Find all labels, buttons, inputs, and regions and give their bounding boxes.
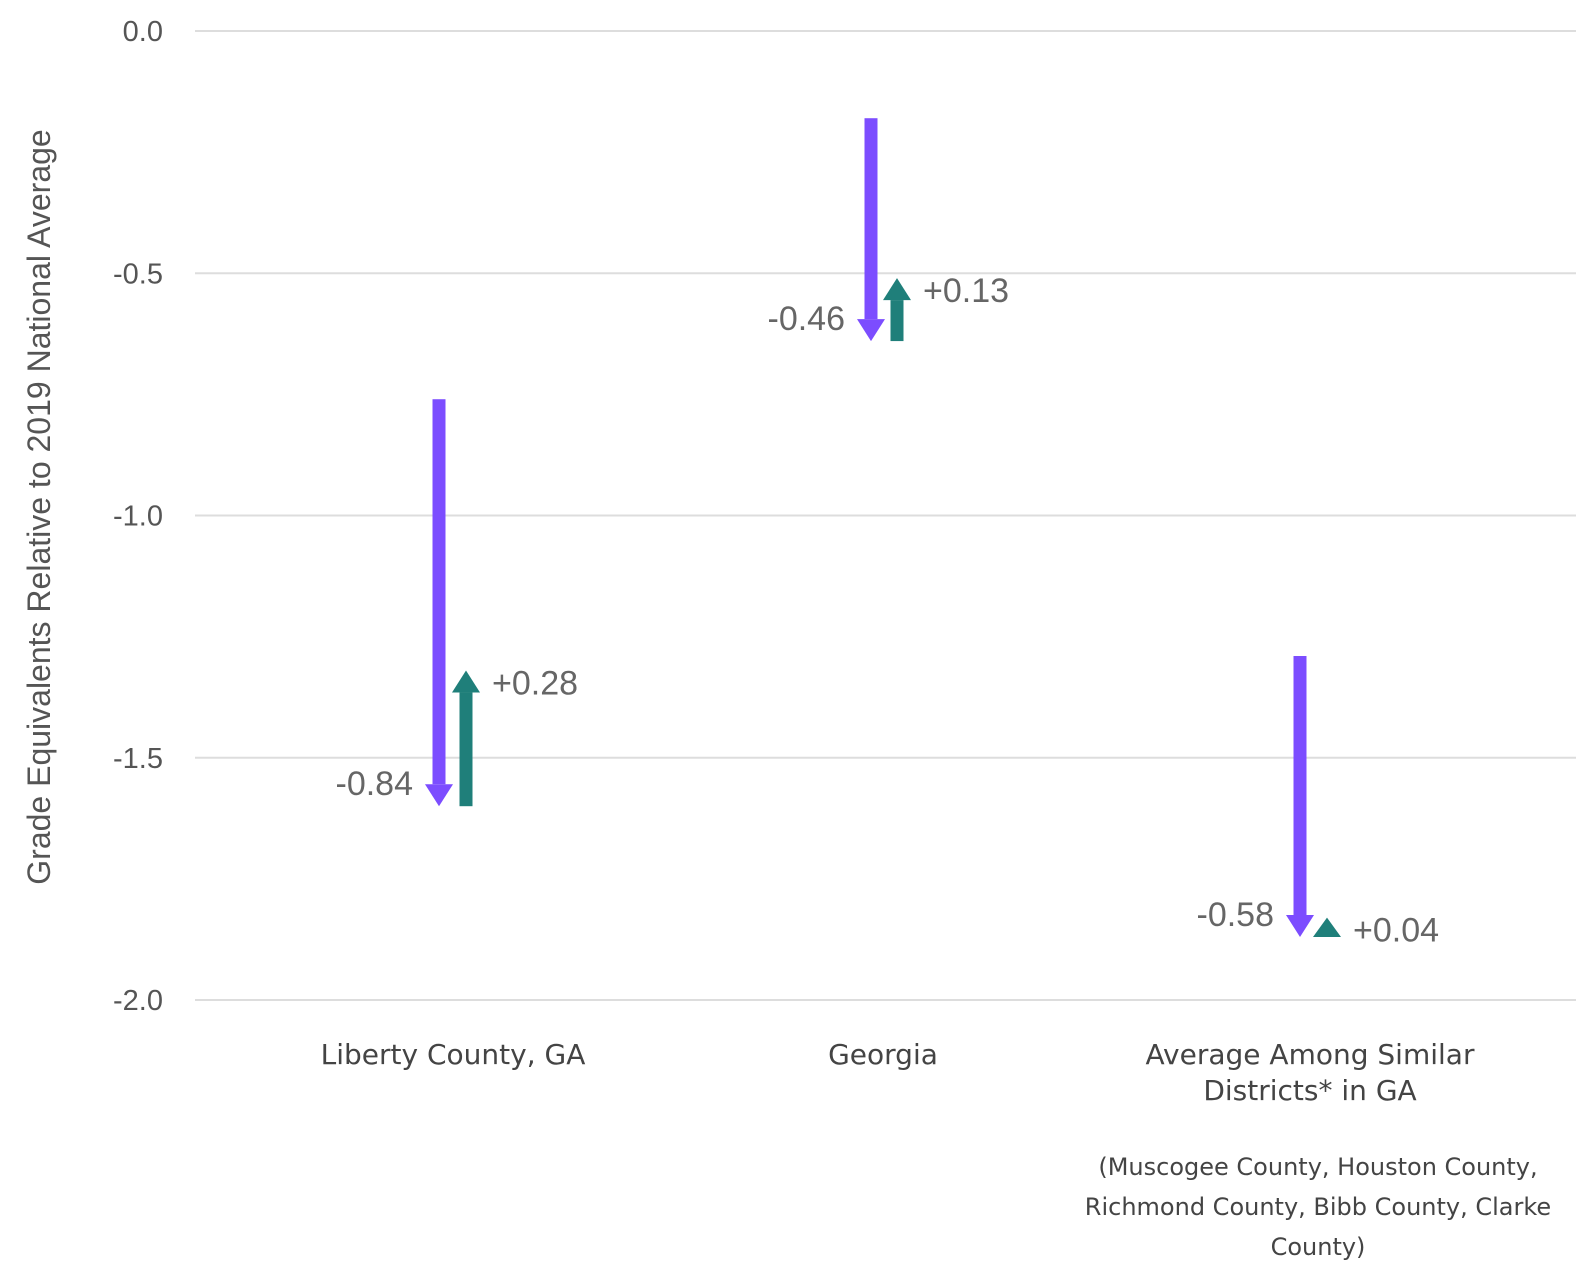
x-axis-categories: Liberty County, GA Georgia Average Among S…: [321, 1038, 1552, 1261]
y-tick-label: -0.5: [113, 258, 163, 290]
category-label: Georgia: [828, 1038, 938, 1071]
arrows: [425, 118, 1341, 938]
recovery-value-label: +0.13: [923, 272, 1009, 310]
y-tick-label: 0.0: [123, 16, 163, 48]
data-labels: -0.84 -0.46 -0.58 +0.28 +0.13 +0.04: [336, 272, 1440, 950]
y-axis-label: Grade Equivalents Relative to 2019 Natio…: [21, 129, 57, 884]
decline-arrow-shaft: [432, 399, 446, 785]
recovery-arrow-head: [452, 670, 480, 693]
category-label: Liberty County, GA: [321, 1038, 586, 1071]
decline-value-label: -0.84: [336, 765, 414, 803]
decline-arrow-head: [1286, 915, 1314, 938]
category-note: County): [1271, 1233, 1366, 1261]
y-tick-label: -2.0: [113, 985, 163, 1017]
category-label: Districts* in GA: [1203, 1074, 1416, 1107]
recovery-arrow: [883, 278, 911, 342]
decline-arrow-head: [425, 784, 453, 807]
category-note: (Muscogee County, Houston County,: [1098, 1153, 1537, 1181]
decline-arrow-shaft: [1293, 656, 1307, 916]
decline-arrow-shaft: [864, 118, 878, 320]
recovery-arrow: [452, 670, 480, 807]
decline-arrow-head: [857, 319, 885, 342]
category-note: Richmond County, Bibb County, Clarke: [1085, 1193, 1551, 1221]
decline-arrow: [1286, 656, 1314, 938]
decline-arrow: [425, 399, 453, 807]
recovery-value-label: +0.28: [492, 665, 578, 703]
y-axis-ticks: 0.0 -0.5 -1.0 -1.5 -2.0: [113, 16, 163, 1017]
recovery-arrow-shaft: [459, 692, 473, 807]
decline-value-label: -0.46: [768, 300, 846, 338]
y-tick-label: -1.5: [113, 743, 163, 775]
gridlines: [195, 30, 1576, 1001]
recovery-value-label: +0.04: [1353, 912, 1439, 950]
recovery-arrow-head: [1313, 917, 1341, 938]
recovery-arrow-shaft: [890, 300, 904, 342]
recovery-arrow-head: [883, 278, 911, 301]
category-label: Average Among Similar: [1146, 1038, 1475, 1071]
recovery-arrow: [1313, 917, 1341, 938]
y-tick-label: -1.0: [113, 501, 163, 533]
decline-arrow: [857, 118, 885, 342]
decline-value-label: -0.58: [1197, 896, 1275, 934]
